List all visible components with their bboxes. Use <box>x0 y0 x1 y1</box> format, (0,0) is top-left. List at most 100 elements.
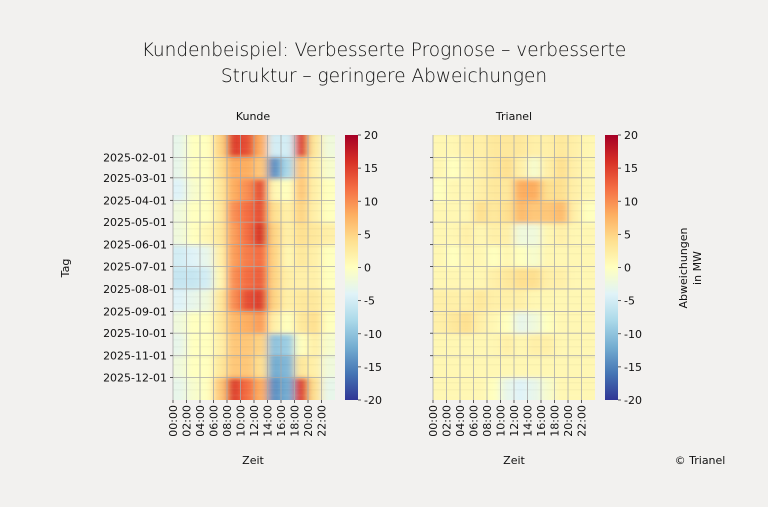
heatmap-cell <box>281 311 296 335</box>
x-tick-label: 02:00 <box>441 405 454 437</box>
heatmap-cell <box>514 267 529 291</box>
heatmap-cell <box>200 157 215 180</box>
heatmap-cell <box>186 333 201 357</box>
heatmap-cell <box>281 267 296 291</box>
x-tick-label: 16:00 <box>275 405 288 437</box>
heatmap-cell <box>308 245 323 269</box>
heatmap-cell <box>446 179 461 202</box>
heatmap-cell <box>460 311 475 335</box>
colorbar-label-line-2: in MW <box>691 251 704 285</box>
heatmap-cell <box>460 223 475 247</box>
heatmap-cell <box>173 157 188 180</box>
heatmap-cell <box>294 245 309 269</box>
heatmap-cell <box>527 333 542 357</box>
heatmap-cell <box>568 355 583 379</box>
heatmap-cell <box>527 157 542 180</box>
heatmap-cell <box>473 223 488 247</box>
heatmap-cell <box>514 245 529 269</box>
heatmap-cell <box>473 289 488 313</box>
heatmap-cell <box>446 267 461 291</box>
heatmap-cell <box>568 179 583 202</box>
x-axis-label-kunde: Zeit <box>242 454 264 467</box>
heatmap-cell <box>460 377 475 400</box>
x-tick-label: 04:00 <box>454 405 467 437</box>
heatmap-cell <box>213 311 228 335</box>
panel-title-trianel: Trianel <box>495 110 532 123</box>
x-tick-label: 10:00 <box>495 405 508 437</box>
heatmap-cell <box>254 267 269 291</box>
heatmap-cell <box>227 201 242 224</box>
heatmap-cell <box>254 289 269 313</box>
heatmap-cell <box>446 355 461 379</box>
heatmap-cell <box>568 377 583 400</box>
heatmap-cell <box>321 179 335 202</box>
heatmap-cell <box>294 377 309 400</box>
heatmap-cell <box>213 355 228 379</box>
heatmap-cell <box>446 289 461 313</box>
heatmap-cell <box>568 267 583 291</box>
heatmap-cell <box>227 245 242 269</box>
heatmap-cell <box>487 267 502 291</box>
heatmap-cell <box>267 135 282 158</box>
heatmap-cell <box>240 245 255 269</box>
heatmap-cell <box>254 355 269 379</box>
heatmap-cell <box>227 223 242 247</box>
heatmap-cell <box>581 201 595 224</box>
heatmap-cell <box>308 157 323 180</box>
heatmap-cell <box>240 179 255 202</box>
x-tick-label: 08:00 <box>221 405 234 437</box>
heatmap-cell <box>267 201 282 224</box>
heatmap-cell <box>294 223 309 247</box>
heatmap-cell <box>240 355 255 379</box>
heatmap-cell <box>581 223 595 247</box>
colorbar-label-line-1: Abweichungen <box>677 227 690 308</box>
x-tick-label: 04:00 <box>194 405 207 437</box>
heatmap-cell <box>460 267 475 291</box>
heatmap-cell <box>473 179 488 202</box>
heatmap-cell <box>254 157 269 180</box>
heatmap-cell <box>487 135 502 158</box>
heatmap-cell <box>173 311 188 335</box>
heatmap-cell <box>541 289 556 313</box>
colorbar-tick-label: -10 <box>624 328 642 341</box>
y-tick-label: 2025-11-01 <box>103 350 167 363</box>
heatmap-cell <box>527 223 542 247</box>
x-axis-label-trianel: Zeit <box>503 454 525 467</box>
heatmap-cell <box>554 201 569 224</box>
heatmap-cell <box>541 223 556 247</box>
heatmap-cell <box>281 223 296 247</box>
heatmap-cell <box>581 267 595 291</box>
heatmap-cell <box>227 333 242 357</box>
heatmap-cell <box>267 377 282 400</box>
heatmap-trianel <box>433 135 595 400</box>
heatmap-cell <box>227 355 242 379</box>
heatmap-cell <box>227 157 242 180</box>
heatmap-cell <box>514 223 529 247</box>
x-tick-label: 06:00 <box>208 405 221 437</box>
heatmap-cell <box>446 157 461 180</box>
heatmap-cell <box>487 355 502 379</box>
y-tick-label: 2025-08-01 <box>103 283 167 296</box>
heatmap-cell <box>294 289 309 313</box>
colorbar-tick-label: -5 <box>364 295 375 308</box>
heatmap-cell <box>213 201 228 224</box>
y-tick-label: 2025-03-01 <box>103 172 167 185</box>
heatmap-cell <box>527 355 542 379</box>
heatmap-cell <box>473 311 488 335</box>
heatmap-cell <box>514 157 529 180</box>
heatmap-cell <box>267 223 282 247</box>
heatmap-cell <box>433 179 448 202</box>
y-tick-label: 2025-04-01 <box>103 194 167 207</box>
heatmap-cell <box>186 289 201 313</box>
heatmap-cell <box>321 267 335 291</box>
colorbar-tick-label: 20 <box>364 129 378 142</box>
heatmap-cell <box>294 179 309 202</box>
heatmap-cell <box>186 201 201 224</box>
heatmap-cell <box>460 135 475 158</box>
heatmap-cell <box>213 333 228 357</box>
heatmap-cell <box>213 179 228 202</box>
heatmap-cell <box>568 289 583 313</box>
heatmap-cell <box>173 333 188 357</box>
heatmap-cell <box>433 223 448 247</box>
heatmap-cell <box>487 157 502 180</box>
